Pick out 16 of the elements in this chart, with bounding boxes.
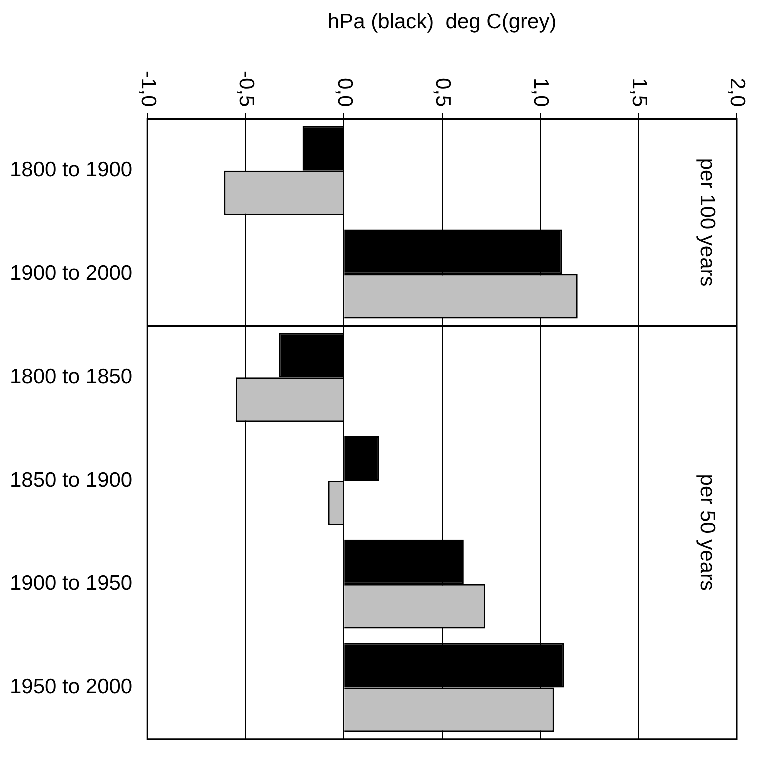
y-tick-label: 1900 to 1950 <box>10 572 133 596</box>
x-tick-label: 2,0 <box>726 78 750 108</box>
y-tick-label: 1800 to 1900 <box>10 158 133 182</box>
x-tick-label: 0,5 <box>432 78 455 108</box>
y-tick-label: 1800 to 1850 <box>10 365 133 388</box>
y-tick-label: 1950 to 2000 <box>10 676 133 699</box>
annotation: per 100 years <box>696 158 720 287</box>
annotation: per 50 years <box>696 474 720 592</box>
x-tick-label: 1,5 <box>628 78 651 108</box>
x-tick-label: 0,0 <box>333 78 356 108</box>
x-tick-label: -1,0 <box>136 71 160 108</box>
x-tick-label: -0,5 <box>235 71 258 108</box>
x-axis-title: hPa (black) deg C(grey) <box>328 10 557 34</box>
y-tick-label: 1900 to 2000 <box>10 262 133 286</box>
y-tick-label: 1850 to 1900 <box>10 468 133 492</box>
x-tick-label: 1,0 <box>530 78 553 108</box>
